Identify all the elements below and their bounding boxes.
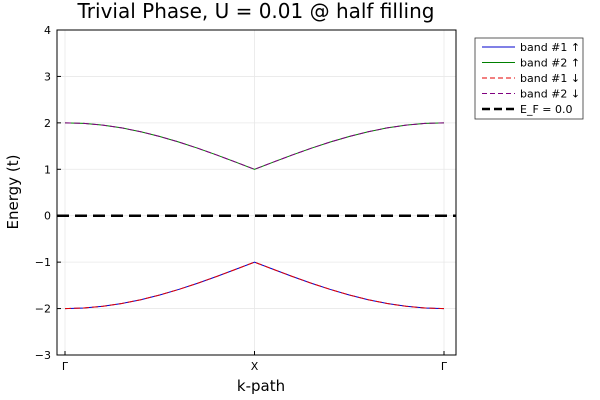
x-tick-label: X [251, 360, 259, 373]
x-tick-label: Γ [441, 360, 448, 373]
y-tick-label: −2 [35, 303, 51, 316]
legend-label: band #1 ↓ [520, 72, 580, 85]
y-axis-label: Energy (t) [4, 155, 22, 230]
y-tick-label: 1 [44, 163, 51, 176]
y-tick-label: −3 [35, 349, 51, 362]
y-tick-label: 2 [44, 117, 51, 130]
legend-label: band #2 ↑ [520, 57, 580, 70]
y-tick-label: −1 [35, 256, 51, 269]
series-line-3 [64, 261, 445, 310]
y-tick-label: 0 [44, 210, 51, 223]
y-tick-label: 3 [44, 70, 51, 83]
y-axis-ticks: −3 −2 −1 0 1 2 3 4 [35, 24, 61, 362]
x-tick-label: Γ [62, 360, 69, 373]
x-axis-label: k-path [237, 377, 285, 395]
series-line-4 [64, 122, 445, 170]
series-group [57, 122, 456, 310]
plot-frame [56, 29, 457, 356]
chart-title: Trivial Phase, U = 0.01 @ half filling [77, 0, 435, 23]
legend-label: E_F = 0.0 [520, 103, 572, 116]
legend-label: band #1 ↑ [520, 41, 580, 54]
legend-label: band #2 ↓ [520, 88, 580, 101]
legend: band #1 ↑ band #2 ↑ band #1 ↓ band #2 ↓ E_F … [474, 37, 584, 120]
grid [57, 29, 456, 356]
y-tick-label: 4 [44, 24, 51, 37]
